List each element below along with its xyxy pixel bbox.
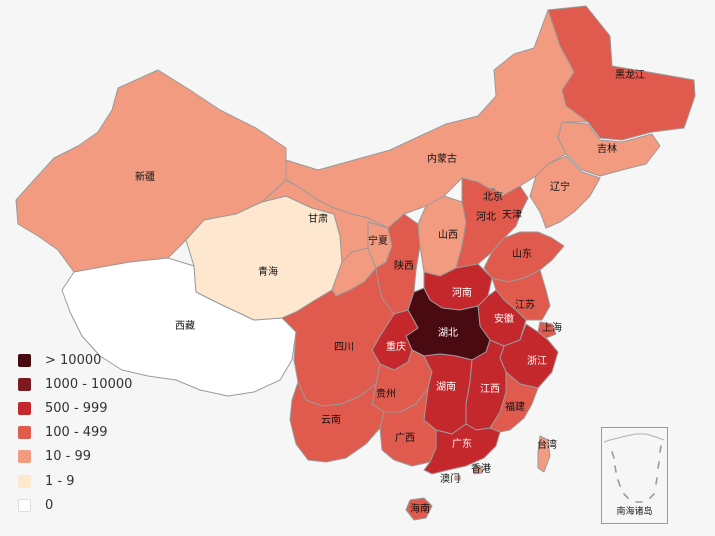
province-label: 贵州	[376, 387, 396, 400]
province-region[interactable]	[529, 155, 601, 229]
province-label: 安徽	[494, 312, 514, 325]
legend-label: 0	[45, 497, 54, 513]
legend-label: 1000 - 10000	[45, 376, 133, 392]
legend-item[interactable]: 10 - 99	[18, 445, 132, 469]
legend-label: 1 - 9	[45, 473, 75, 489]
province-label: 江西	[480, 383, 500, 395]
province-label: 广东	[452, 437, 472, 450]
province-label: 浙江	[527, 355, 547, 367]
legend-item[interactable]: 500 - 999	[18, 396, 132, 420]
province-label: 福建	[505, 400, 525, 413]
legend-swatch	[18, 377, 31, 391]
province-label: 湖南	[436, 380, 456, 393]
legend-item[interactable]: 1000 - 10000	[18, 372, 132, 396]
province-label: 澳门	[440, 472, 460, 485]
province-region[interactable]	[473, 466, 483, 475]
province-label: 河南	[452, 286, 472, 299]
province-label: 台湾	[537, 438, 557, 451]
province-label: 吉林	[597, 142, 617, 155]
province-label: 山西	[438, 229, 458, 241]
province-label: 辽宁	[550, 180, 570, 193]
legend-label: 100 - 499	[45, 425, 108, 441]
province-label: 云南	[321, 413, 341, 426]
legend-item[interactable]: 1 - 9	[18, 469, 132, 493]
province-region[interactable]	[423, 423, 501, 475]
province-region[interactable]	[61, 257, 297, 397]
south-china-sea-islands-graphic	[603, 433, 665, 503]
inset-label: 南海诸岛	[616, 507, 653, 517]
province-label: 广西	[395, 432, 415, 444]
legend-item[interactable]: 0	[18, 493, 132, 517]
legend: > 10000 1000 - 10000 500 - 999 100 - 499…	[18, 348, 132, 517]
legend-swatch	[18, 353, 31, 367]
legend-swatch	[18, 474, 31, 488]
province-label: 重庆	[386, 340, 406, 353]
province-region[interactable]	[537, 435, 551, 473]
province-label: 海南	[410, 502, 430, 515]
province-label: 湖北	[438, 327, 458, 339]
province-label: 上海	[542, 321, 562, 334]
province-label: 四川	[334, 342, 354, 353]
province-label: 北京	[483, 190, 503, 203]
province-label: 陕西	[394, 259, 414, 272]
province-label: 香港	[471, 463, 491, 475]
legend-item[interactable]: > 10000	[18, 348, 132, 372]
province-label: 青海	[258, 265, 278, 278]
province-label: 河北	[476, 211, 496, 223]
province-label: 新疆	[135, 170, 155, 183]
province-region[interactable]	[423, 353, 473, 435]
province-label: 宁夏	[368, 234, 388, 247]
province-region[interactable]	[489, 371, 539, 433]
province-region[interactable]	[454, 475, 461, 481]
province-region[interactable]	[537, 321, 557, 339]
province-label: 甘肃	[308, 212, 328, 225]
province-label: 内蒙古	[427, 152, 457, 165]
legend-swatch	[18, 401, 31, 415]
legend-swatch	[18, 426, 31, 440]
province-label: 西藏	[175, 320, 195, 332]
province-label: 山东	[512, 247, 532, 260]
legend-swatch	[18, 450, 31, 464]
south-china-sea-inset: 南海诸岛	[601, 427, 668, 524]
province-region[interactable]	[405, 497, 433, 521]
province-label: 黑龙江	[615, 68, 645, 81]
legend-label: > 10000	[45, 352, 102, 368]
legend-label: 500 - 999	[45, 400, 108, 416]
legend-label: 10 - 99	[45, 449, 92, 465]
province-label: 江苏	[515, 298, 535, 311]
legend-item[interactable]: 100 - 499	[18, 421, 132, 445]
legend-swatch	[18, 498, 31, 512]
province-shapes	[15, 5, 696, 521]
province-label: 天津	[502, 209, 522, 221]
